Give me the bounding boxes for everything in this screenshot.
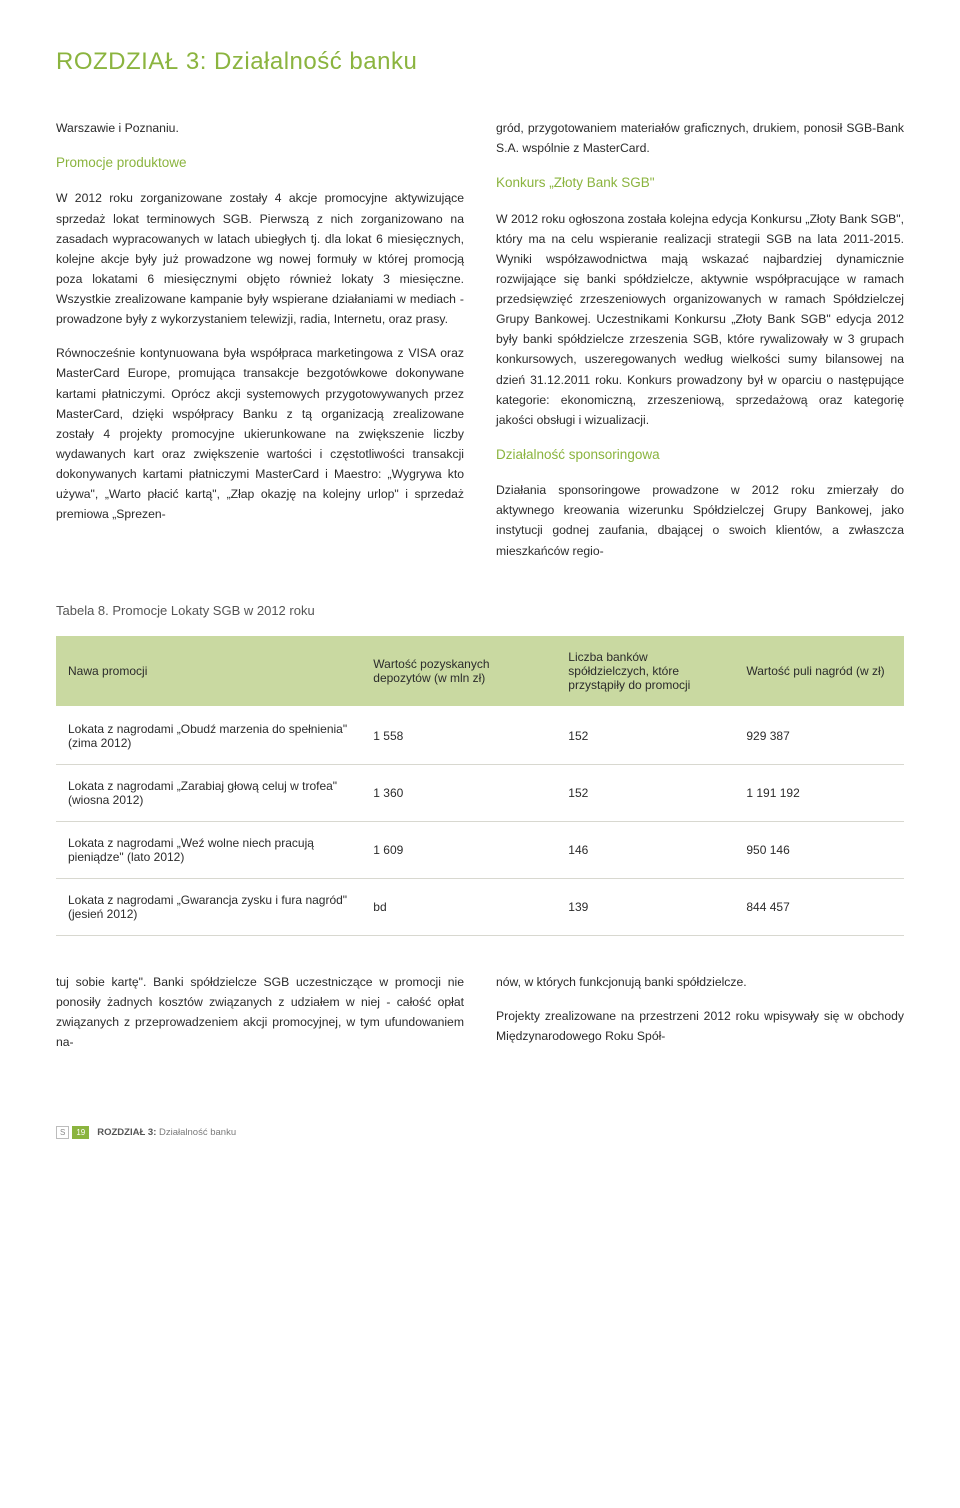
page-number-box: S 19 <box>56 1126 89 1139</box>
table-cell: 146 <box>556 821 734 878</box>
para: Równocześnie kontynuowana była współprac… <box>56 343 464 524</box>
para: Projekty zrealizowane na przestrzeni 201… <box>496 1006 904 1046</box>
table-row: Lokata z nagrodami „Zarabiaj głową celuj… <box>56 764 904 821</box>
section-heading-konkurs: Konkurs „Złoty Bank SGB" <box>496 172 904 194</box>
footer-crumb-rest: Działalność banku <box>156 1127 236 1138</box>
chapter-heading: ROZDZIAŁ 3: Działalność banku <box>56 48 904 76</box>
table-body: Lokata z nagrodami „Obudź marzenia do sp… <box>56 707 904 936</box>
para: Działania sponsoringowe prowadzone w 201… <box>496 480 904 561</box>
footer-crumb-bold: ROZDZIAŁ 3: <box>97 1127 156 1138</box>
bottom-left: tuj sobie kartę". Banki spółdzielcze SGB… <box>56 972 464 1067</box>
col-header: Wartość puli nagród (w zł) <box>734 636 904 707</box>
para: Warszawie i Poznaniu. <box>56 118 464 138</box>
table-cell: Lokata z nagrodami „Gwarancja zysku i fu… <box>56 878 361 935</box>
table-cell: bd <box>361 878 556 935</box>
table-header-row: Nawa promocji Wartość pozyskanych depozy… <box>56 636 904 707</box>
table-cell: 1 191 192 <box>734 764 904 821</box>
table-cell: 1 609 <box>361 821 556 878</box>
col-header: Nawa promocji <box>56 636 361 707</box>
left-column: Warszawie i Poznaniu. Promocje produktow… <box>56 118 464 575</box>
table-row: Lokata z nagrodami „Gwarancja zysku i fu… <box>56 878 904 935</box>
footer-breadcrumb: ROZDZIAŁ 3: Działalność banku <box>97 1127 236 1138</box>
table-caption: Tabela 8. Promocje Lokaty SGB w 2012 rok… <box>56 603 904 618</box>
col-header: Liczba banków spółdzielczych, które przy… <box>556 636 734 707</box>
table-row: Lokata z nagrodami „Obudź marzenia do sp… <box>56 707 904 765</box>
table-row: Lokata z nagrodami „Weź wolne niech prac… <box>56 821 904 878</box>
bottom-columns: tuj sobie kartę". Banki spółdzielcze SGB… <box>56 972 904 1067</box>
table-cell: Lokata z nagrodami „Zarabiaj głową celuj… <box>56 764 361 821</box>
table-cell: 1 558 <box>361 707 556 765</box>
para: W 2012 roku ogłoszona została kolejna ed… <box>496 209 904 430</box>
para: W 2012 roku zorganizowane zostały 4 akcj… <box>56 188 464 329</box>
bottom-right: nów, w których funkcjonują banki spółdzi… <box>496 972 904 1067</box>
chapter-prefix: ROZDZIAŁ 3: <box>56 48 214 75</box>
section-heading-promo: Promocje produktowe <box>56 152 464 174</box>
table-cell: 152 <box>556 764 734 821</box>
table-cell: 929 387 <box>734 707 904 765</box>
table-cell: Lokata z nagrodami „Obudź marzenia do sp… <box>56 707 361 765</box>
table-cell: 844 457 <box>734 878 904 935</box>
table-cell: 1 360 <box>361 764 556 821</box>
body-columns: Warszawie i Poznaniu. Promocje produktow… <box>56 118 904 575</box>
page-footer: S 19 ROZDZIAŁ 3: Działalność banku <box>56 1126 904 1139</box>
table-cell: Lokata z nagrodami „Weź wolne niech prac… <box>56 821 361 878</box>
col-header: Wartość pozyskanych depozytów (w mln zł) <box>361 636 556 707</box>
table-cell: 950 146 <box>734 821 904 878</box>
right-column: gród, przygotowaniem materiałów graficzn… <box>496 118 904 575</box>
chapter-title: Działalność banku <box>214 48 417 75</box>
section-heading-sponsoring: Działalność sponsoringowa <box>496 444 904 466</box>
table-cell: 139 <box>556 878 734 935</box>
page-number-current: 19 <box>72 1126 89 1139</box>
para: nów, w których funkcjonują banki spółdzi… <box>496 972 904 992</box>
para: tuj sobie kartę". Banki spółdzielcze SGB… <box>56 972 464 1053</box>
page-section-letter: S <box>56 1126 69 1139</box>
promo-table: Nawa promocji Wartość pozyskanych depozy… <box>56 636 904 936</box>
para: gród, przygotowaniem materiałów graficzn… <box>496 118 904 158</box>
table-cell: 152 <box>556 707 734 765</box>
